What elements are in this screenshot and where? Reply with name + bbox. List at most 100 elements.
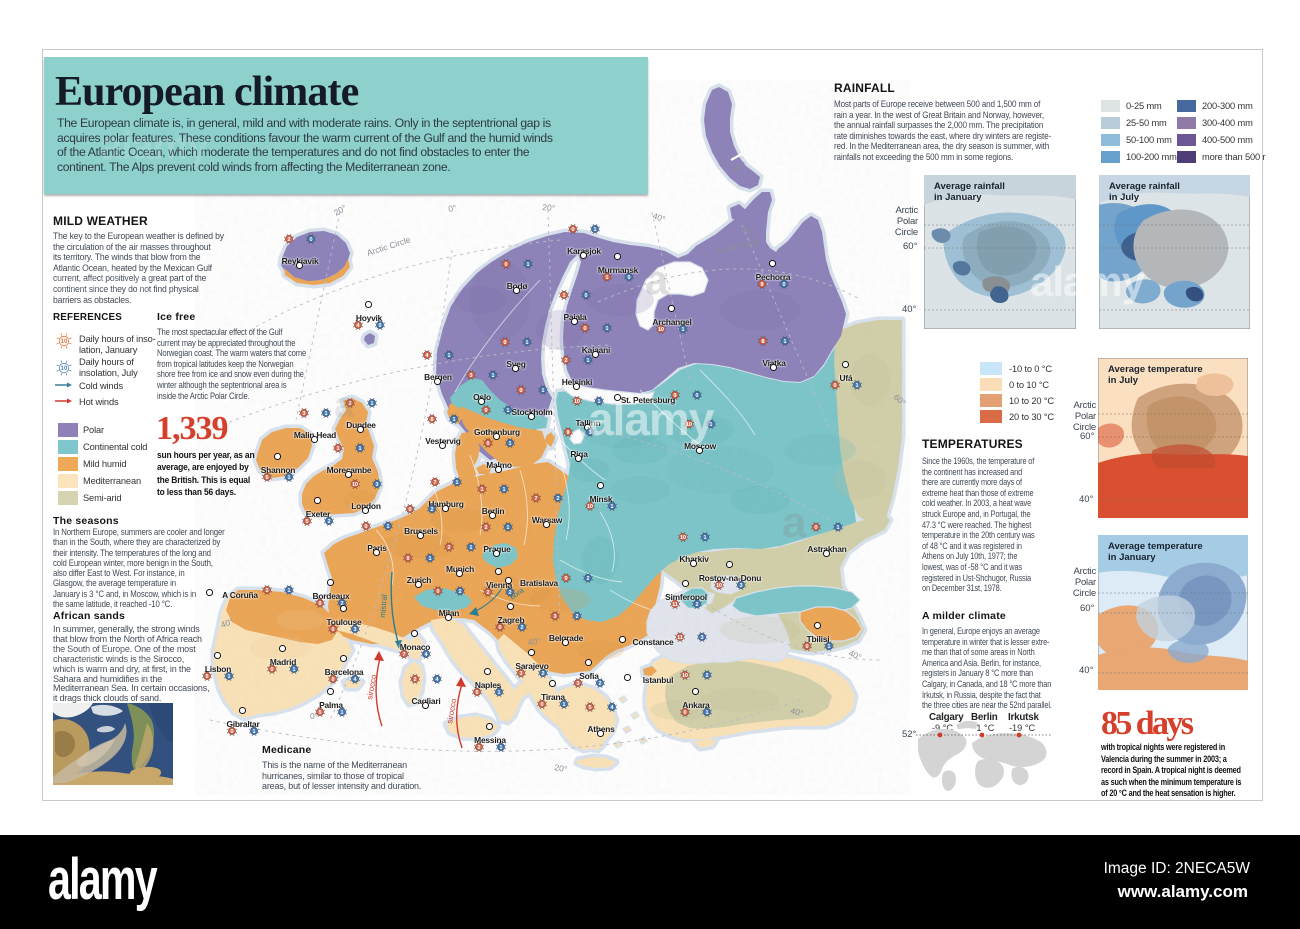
svg-text:1: 1 <box>429 556 432 562</box>
svg-text:40°: 40° <box>789 705 804 718</box>
svg-text:0: 0 <box>520 388 523 394</box>
svg-text:2: 2 <box>328 519 331 525</box>
svg-text:2: 2 <box>696 602 699 608</box>
svg-text:9: 9 <box>761 282 764 288</box>
svg-text:2: 2 <box>599 681 602 687</box>
svg-text:1: 1 <box>448 353 451 359</box>
svg-text:Average temperature: Average temperature <box>1108 364 1203 375</box>
svg-text:0: 0 <box>783 282 786 288</box>
svg-text:10: 10 <box>716 583 722 589</box>
svg-text:1: 1 <box>682 327 685 333</box>
svg-text:1: 1 <box>359 446 362 452</box>
svg-text:0: 0 <box>684 710 687 716</box>
svg-text:1: 1 <box>704 535 707 541</box>
svg-text:40°: 40° <box>847 648 863 662</box>
svg-text:in January: in January <box>934 192 982 203</box>
svg-text:9: 9 <box>565 576 568 582</box>
svg-text:2: 2 <box>557 496 560 502</box>
svg-text:2: 2 <box>542 671 545 677</box>
svg-text:Average rainfall: Average rainfall <box>934 181 1005 192</box>
svg-text:10: 10 <box>686 422 692 428</box>
svg-text:1: 1 <box>387 524 390 530</box>
svg-text:2: 2 <box>266 588 269 594</box>
svg-text:0: 0 <box>231 729 234 735</box>
svg-text:3: 3 <box>354 627 357 633</box>
svg-text:1: 1 <box>228 674 231 680</box>
svg-text:3: 3 <box>520 671 523 677</box>
svg-text:0: 0 <box>584 326 587 332</box>
svg-text:1: 1 <box>341 710 344 716</box>
svg-text:9: 9 <box>567 430 570 436</box>
svg-text:0: 0 <box>815 525 818 531</box>
svg-text:1: 1 <box>507 408 510 414</box>
svg-text:0°: 0° <box>310 711 318 721</box>
svg-text:40°: 40° <box>651 210 667 224</box>
svg-text:4: 4 <box>426 353 429 359</box>
svg-text:2: 2 <box>576 614 579 620</box>
svg-text:8: 8 <box>431 417 434 423</box>
svg-text:3: 3 <box>554 614 557 620</box>
svg-text:1: 1 <box>337 446 340 452</box>
svg-text:10: 10 <box>61 338 68 345</box>
svg-text:40°: 40° <box>527 636 541 647</box>
svg-text:0: 0 <box>696 393 699 399</box>
svg-text:0: 0 <box>407 556 410 562</box>
svg-text:0: 0 <box>365 524 368 530</box>
svg-text:2: 2 <box>448 545 451 551</box>
svg-text:1: 1 <box>507 525 510 531</box>
svg-text:9: 9 <box>485 408 488 414</box>
svg-text:Average rainfall: Average rainfall <box>1109 181 1180 192</box>
svg-text:0°: 0° <box>447 202 457 213</box>
svg-text:sirocco: sirocco <box>445 697 458 724</box>
svg-text:7: 7 <box>434 480 437 486</box>
svg-text:10: 10 <box>574 399 580 405</box>
svg-text:1: 1 <box>837 525 840 531</box>
svg-text:10: 10 <box>658 327 664 333</box>
svg-text:10: 10 <box>587 504 593 510</box>
svg-text:1: 1 <box>784 339 787 345</box>
svg-text:2: 2 <box>288 237 291 243</box>
svg-text:1: 1 <box>325 411 328 417</box>
svg-text:10: 10 <box>352 482 358 488</box>
svg-text:2: 2 <box>487 590 490 596</box>
svg-text:1: 1 <box>293 667 296 673</box>
svg-text:3: 3 <box>303 411 306 417</box>
svg-text:1: 1 <box>563 702 566 708</box>
svg-text:mistral: mistral <box>378 594 389 618</box>
svg-text:10: 10 <box>680 535 686 541</box>
svg-text:11: 11 <box>672 602 678 608</box>
svg-text:0: 0 <box>271 667 274 673</box>
svg-text:in July: in July <box>1108 375 1139 386</box>
svg-text:40°: 40° <box>219 616 235 630</box>
svg-text:3: 3 <box>470 373 473 379</box>
svg-text:5: 5 <box>319 710 322 716</box>
svg-text:0: 0 <box>628 275 631 281</box>
svg-text:10: 10 <box>61 365 68 372</box>
svg-text:1: 1 <box>598 399 601 405</box>
svg-text:1: 1 <box>526 340 529 346</box>
svg-text:0: 0 <box>585 293 588 299</box>
svg-text:5: 5 <box>206 674 209 680</box>
svg-text:3: 3 <box>577 681 580 687</box>
svg-text:1: 1 <box>470 545 473 551</box>
svg-text:2: 2 <box>478 745 481 751</box>
svg-text:3: 3 <box>740 583 743 589</box>
svg-text:1: 1 <box>371 401 374 407</box>
svg-text:4: 4 <box>436 677 439 683</box>
svg-text:0: 0 <box>332 627 335 633</box>
svg-text:2: 2 <box>485 525 488 531</box>
svg-text:1: 1 <box>453 417 456 423</box>
svg-text:1: 1 <box>606 326 609 332</box>
svg-text:0: 0 <box>310 237 313 243</box>
svg-text:1: 1 <box>492 373 495 379</box>
svg-text:1: 1 <box>253 729 256 735</box>
svg-text:20°: 20° <box>542 202 556 213</box>
svg-text:0: 0 <box>409 507 412 513</box>
svg-text:7: 7 <box>403 652 406 658</box>
svg-text:1: 1 <box>587 358 590 364</box>
svg-text:sirocco: sirocco <box>365 673 378 700</box>
svg-text:8: 8 <box>762 339 765 345</box>
svg-text:4: 4 <box>425 652 428 658</box>
svg-text:1: 1 <box>481 487 484 493</box>
svg-text:2: 2 <box>509 590 512 596</box>
